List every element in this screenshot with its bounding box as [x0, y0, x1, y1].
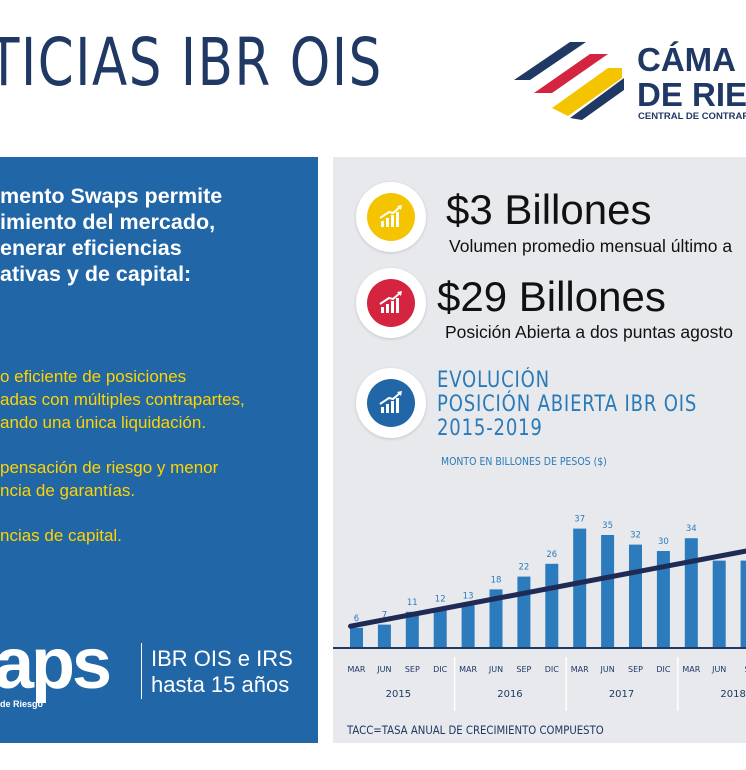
footer-note: TACC=TASA ANUAL DE CRECIMIENTO COMPUESTO	[347, 723, 604, 737]
chart-data-label: 7	[382, 611, 387, 621]
chart-tick-label: SEP	[405, 665, 420, 674]
stat-caption: Posición Abierta a dos puntas agosto	[445, 322, 733, 342]
benefit-line	[0, 502, 245, 524]
benefit-line: pensación de riesgo y menor	[0, 458, 219, 477]
evolution-title: EVOLUCIÓN POSICIÓN ABIERTA IBR OIS 2015-…	[437, 369, 697, 441]
chart-bar	[601, 535, 615, 647]
intro-line: ativas y de capital:	[0, 262, 192, 286]
chart-data-label: 18	[491, 575, 502, 585]
camara-logo-icon	[514, 42, 624, 120]
chart-unit-label: MONTO EN BILLONES DE PESOS ($)	[441, 455, 607, 468]
benefits-list: o eficiente de posiciones adas con múlti…	[0, 365, 245, 547]
chart-bar	[489, 589, 503, 647]
chart-bar	[712, 560, 726, 647]
chart-data-label: 30	[658, 537, 669, 547]
evolution-title-line: 2015-2019	[437, 416, 543, 441]
chart-data-label: 37	[574, 515, 585, 525]
right-panel	[333, 157, 746, 743]
chart-tick-label: SEP	[516, 665, 531, 674]
chart-data-label: 12	[435, 595, 446, 605]
swaps-logo-text: aps	[0, 624, 112, 704]
benefit-line: o eficiente de posiciones	[0, 367, 187, 386]
chart-data-label: 11	[407, 598, 418, 608]
growth-chart-icon	[367, 279, 415, 327]
chart-tick-label: MAR	[348, 665, 366, 674]
benefit-line	[0, 434, 245, 456]
benefit-line: ncias de capital.	[0, 526, 122, 545]
logo-line2: DE RIE	[637, 76, 746, 113]
stat-caption: Volumen promedio mensual último a	[449, 236, 733, 256]
chart-year-label: 2018	[720, 689, 745, 700]
chart-baseline	[333, 647, 746, 649]
divider	[141, 643, 142, 699]
chart-tick-label: JUN	[488, 665, 503, 674]
chart-bar	[433, 608, 447, 647]
swaps-product-line: IBR OIS e IRS	[151, 646, 293, 671]
benefit-line: ncia de garantías.	[0, 481, 136, 500]
chart-tick-label: JUN	[376, 665, 391, 674]
swaps-product-line: hasta 15 años	[151, 672, 290, 697]
stat-value: $29 Billones	[437, 273, 666, 320]
chart-bar	[573, 528, 587, 647]
intro-line: mento Swaps permite	[0, 184, 223, 208]
intro-text: mento Swaps permite imiento del mercado,…	[0, 183, 320, 287]
chart-tick-label: MAR	[682, 665, 700, 674]
chart-bar	[461, 605, 475, 647]
logo-line3: CENTRAL DE CONTRAF	[638, 111, 746, 122]
chart-data-label: 34	[686, 524, 697, 534]
left-panel	[0, 157, 318, 743]
chart-trend-line	[348, 548, 746, 629]
chart-tick-label: SEP	[628, 665, 643, 674]
chart-tick-label: DIC	[656, 665, 671, 674]
chart-data-label: 35	[602, 521, 613, 531]
intro-line: imiento del mercado,	[0, 210, 216, 234]
chart-year-label: 2016	[497, 689, 522, 700]
chart-tick-label: MAR	[459, 665, 477, 674]
chart-data-label: 13	[463, 591, 474, 601]
chart-year-label: 2017	[609, 689, 634, 700]
chart-bar	[740, 560, 746, 647]
chart-bar	[629, 544, 642, 647]
chart-tick-label: JUN	[711, 665, 726, 674]
chart-data-label: 6	[354, 614, 359, 624]
benefit-line: adas con múltiples contrapartes,	[0, 390, 245, 409]
chart-bar	[656, 551, 670, 647]
benefit-line: ando una única liquidación.	[0, 413, 207, 432]
chart-bar	[377, 624, 391, 647]
intro-line: enerar eficiencias	[0, 236, 182, 260]
evolution-title-line: EVOLUCIÓN	[437, 368, 550, 393]
chart-tick-label: MAR	[571, 665, 589, 674]
chart-data-label: 22	[518, 563, 529, 573]
chart-tick-label: DIC	[545, 665, 560, 674]
chart-tick-label: S	[745, 665, 746, 674]
growth-chart-icon	[367, 379, 415, 427]
chart-tick-label: JUN	[599, 665, 614, 674]
chart-bar	[545, 563, 559, 647]
logo-line1: CÁMA	[637, 41, 736, 78]
stat-value: $3 Billones	[446, 186, 652, 233]
chart-data-label: 26	[546, 550, 557, 560]
page-title: TICIAS IBR OIS	[0, 24, 383, 101]
chart-data-label: 32	[630, 531, 641, 541]
evolution-title-line: POSICIÓN ABIERTA IBR OIS	[437, 392, 698, 417]
open-position-chart: 6 MAR 7 JUN 11 SEP 12 DIC 13 MAR 18 JUN 22 SEP 26 DIC 37…	[333, 515, 746, 711]
chart-bar	[350, 627, 363, 647]
swaps-products: IBR OIS e IRS hasta 15 años	[151, 646, 293, 698]
chart-year-label: 2015	[386, 689, 411, 700]
chart-tick-label: DIC	[433, 665, 448, 674]
chart-bar	[405, 611, 419, 647]
chart-bar	[517, 576, 531, 647]
chart-bar	[684, 538, 698, 647]
growth-chart-icon	[367, 193, 415, 241]
swaps-logo-sub: de Riesgo	[0, 699, 44, 709]
